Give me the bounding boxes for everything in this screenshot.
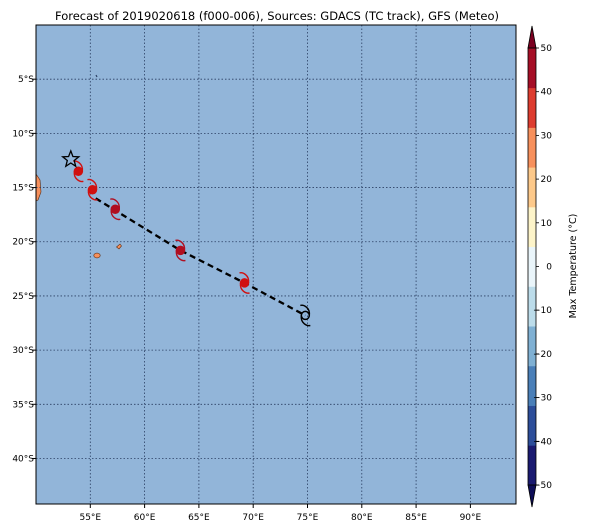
cyclone-arm — [73, 171, 84, 183]
colorbar-tick-label: −20 — [533, 350, 552, 360]
current-position — [60, 149, 81, 168]
figure-title: Forecast of 2019020618 (f000-006), Sourc… — [55, 9, 499, 23]
lon-tick-label: 85°E — [405, 513, 427, 523]
lon-tick-label: 70°E — [242, 513, 264, 523]
colorbar-segment — [528, 365, 536, 406]
map-panel: 55°E 60°E 65°E 70°E 75°E 80°E 85°E 90°E 5°S 10°S… — [12, 24, 517, 523]
colorbar-segment — [528, 127, 536, 168]
colorbar-tick-label: −10 — [533, 306, 552, 316]
colorbar-segment — [528, 405, 536, 446]
colorbar-ticks: 50 40 30 20 10 0 −10 −20 −30 −40 −50 — [533, 44, 552, 491]
cyclone-icons — [73, 160, 311, 327]
lat-tick-label: 10°S — [12, 129, 34, 139]
colorbar-tick-label: 50 — [541, 44, 553, 54]
colorbar-tick-label: −30 — [533, 394, 552, 404]
colorbar-tick-label: 0 — [546, 263, 552, 273]
lat-tick-label: 25°S — [12, 292, 34, 302]
cyclone-eye — [239, 278, 250, 288]
land-layer — [35, 74, 122, 259]
current-position-star-icon — [60, 149, 81, 168]
colorbar-segment — [528, 206, 536, 248]
colorbar-segment — [528, 445, 536, 486]
cyclone-arm — [175, 250, 186, 262]
cyclone-arm — [110, 198, 120, 210]
colorbar-tick-label: 30 — [541, 131, 553, 141]
lon-tick-label: 80°E — [351, 513, 373, 523]
cyclone-eye — [87, 184, 98, 195]
land-reunion — [93, 252, 101, 259]
cyclone-arm — [239, 272, 250, 284]
colorbar-segment — [528, 87, 536, 128]
colorbar-segment — [528, 48, 536, 89]
cyclone-arm — [300, 304, 311, 316]
lat-tick-label: 30°S — [12, 346, 34, 356]
cyclone-icon — [175, 239, 186, 262]
cyclone-arm — [87, 189, 98, 201]
cyclone-icon — [300, 304, 311, 327]
colorbar-tick-label: −50 — [533, 481, 552, 491]
land-tromelin — [95, 74, 98, 78]
cyclone-arm — [110, 209, 121, 221]
lat-tick-label: 20°S — [12, 238, 34, 248]
colorbar-label: Max Temperature (°C) — [568, 214, 579, 319]
colorbar-tick-label: 40 — [541, 88, 553, 98]
cyclone-arm — [87, 178, 98, 190]
colorbar: 50 40 30 20 10 0 −10 −20 −30 −40 −50 Max Temperatu… — [527, 25, 579, 508]
colorbar-segment — [528, 326, 536, 367]
cyclone-icon — [239, 272, 250, 294]
track-line — [95, 197, 306, 317]
lat-tick-label: 40°S — [12, 454, 34, 464]
map-frame — [35, 24, 517, 505]
lon-tick-label: 65°E — [188, 513, 210, 523]
cyclone-eye — [110, 204, 121, 214]
latitude-ticks: 5°S 10°S 15°S 20°S 25°S 30°S 35°S 40°S — [12, 75, 36, 464]
lat-tick-label: 35°S — [12, 400, 34, 410]
ocean-background — [36, 25, 516, 504]
lat-tick-label: 5°S — [18, 75, 34, 85]
colorbar-tick-label: 10 — [541, 219, 553, 229]
lon-tick-label: 60°E — [134, 513, 156, 523]
colorbar-segment — [528, 167, 536, 208]
colorbar-segment — [528, 286, 536, 327]
cyclone-arm — [239, 282, 250, 294]
cyclone-eye — [73, 166, 84, 177]
colorbar-segments — [527, 25, 537, 508]
cyclone-arm — [300, 315, 311, 327]
lat-tick-label: 15°S — [12, 184, 34, 194]
cyclone-icon — [110, 198, 121, 221]
colorbar-tick-label: 20 — [541, 175, 553, 185]
colorbar-extend-high — [527, 25, 537, 49]
colorbar-segment — [528, 246, 536, 287]
lon-tick-label: 75°E — [297, 513, 319, 523]
lon-tick-label: 90°E — [460, 513, 482, 523]
colorbar-tick-label: −40 — [533, 437, 552, 447]
land-mauritius — [116, 243, 122, 250]
cyclone-track — [95, 197, 306, 317]
lon-tick-label: 55°E — [79, 513, 101, 523]
longitude-ticks: 55°E 60°E 65°E 70°E 75°E 80°E 85°E 90°E — [79, 504, 482, 523]
map-gridlines — [36, 25, 516, 504]
cyclone-icon — [87, 178, 98, 201]
cyclone-eye — [175, 245, 186, 256]
cyclone-arm — [175, 239, 186, 251]
